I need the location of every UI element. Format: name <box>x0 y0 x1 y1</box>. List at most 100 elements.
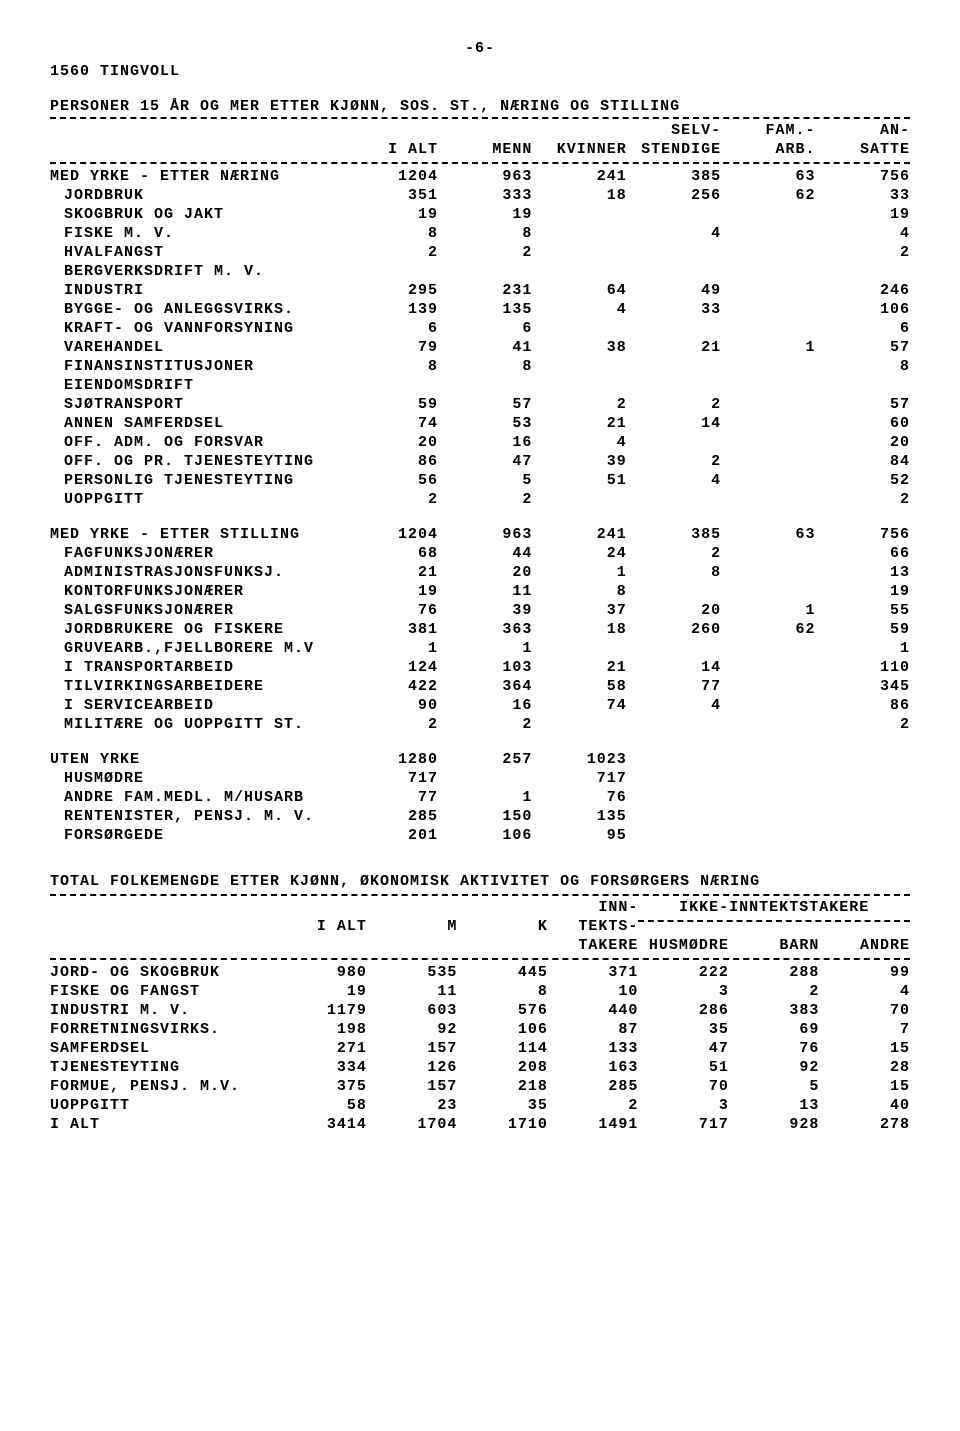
cell: 57 <box>816 338 910 357</box>
cell: 4 <box>819 982 910 1001</box>
cell: 3 <box>638 1096 729 1115</box>
cell: 980 <box>276 963 367 982</box>
table-row: MILITÆRE OG UOPPGITT ST.222 <box>50 715 910 734</box>
cell: 385 <box>627 167 721 186</box>
cell: 2 <box>438 243 532 262</box>
cell: 1 <box>816 639 910 658</box>
cell: 59 <box>816 620 910 639</box>
divider <box>638 920 910 922</box>
cell: 86 <box>344 452 438 471</box>
cell <box>816 769 910 788</box>
cell: 11 <box>438 582 532 601</box>
cell: 150 <box>438 807 532 826</box>
cell: 139 <box>344 300 438 319</box>
cell: 3 <box>638 982 729 1001</box>
cell: 288 <box>729 963 820 982</box>
table-row: BYGGE- OG ANLEGGSVIRKS.139135433106 <box>50 300 910 319</box>
cell: 19 <box>344 582 438 601</box>
cell: 1179 <box>276 1001 367 1020</box>
page-number: -6- <box>50 40 910 57</box>
cell: 756 <box>816 167 910 186</box>
row-label: MILITÆRE OG UOPPGITT ST. <box>50 715 344 734</box>
col-header: AN- <box>816 121 910 140</box>
cell <box>627 490 721 509</box>
cell: 19 <box>344 205 438 224</box>
cell: 21 <box>627 338 721 357</box>
cell: 19 <box>816 205 910 224</box>
table-row: UOPPGITT582335231340 <box>50 1096 910 1115</box>
col-header: I ALT <box>344 140 438 159</box>
cell: 1 <box>438 639 532 658</box>
cell <box>627 750 721 769</box>
cell: 11 <box>367 982 458 1001</box>
table-row: SALGSFUNKSJONÆRER76393720155 <box>50 601 910 620</box>
cell: 44 <box>438 544 532 563</box>
cell <box>721 788 815 807</box>
cell: 106 <box>457 1020 548 1039</box>
cell: 63 <box>721 167 815 186</box>
cell: 2 <box>438 715 532 734</box>
row-label: FISKE M. V. <box>50 224 344 243</box>
cell <box>816 262 910 281</box>
cell <box>627 826 721 845</box>
cell: 1204 <box>344 167 438 186</box>
cell: 76 <box>729 1039 820 1058</box>
table1: SELV-FAM.-AN-I ALTMENNKVINNERSTENDIGEARB… <box>50 121 910 845</box>
row-label: FISKE OG FANGST <box>50 982 276 1001</box>
cell <box>627 788 721 807</box>
cell: 231 <box>438 281 532 300</box>
cell: 69 <box>729 1020 820 1039</box>
row-label: MED YRKE - ETTER STILLING <box>50 525 344 544</box>
cell: 90 <box>344 696 438 715</box>
table-row: JORDBRUKERE OG FISKERE381363182606259 <box>50 620 910 639</box>
divider <box>50 162 910 164</box>
row-label: BERGVERKSDRIFT M. V. <box>50 262 344 281</box>
cell: 445 <box>457 963 548 982</box>
cell: 74 <box>532 696 626 715</box>
cell: 256 <box>627 186 721 205</box>
cell: 1023 <box>532 750 626 769</box>
cell: 198 <box>276 1020 367 1039</box>
cell: 52 <box>816 471 910 490</box>
cell: 535 <box>367 963 458 982</box>
cell: 385 <box>627 525 721 544</box>
cell: 39 <box>438 601 532 620</box>
cell: 1204 <box>344 525 438 544</box>
cell: 2 <box>627 452 721 471</box>
cell: 37 <box>532 601 626 620</box>
cell: 1 <box>721 601 815 620</box>
cell: 13 <box>816 563 910 582</box>
cell: 285 <box>344 807 438 826</box>
cell: 64 <box>532 281 626 300</box>
cell: 68 <box>344 544 438 563</box>
cell: 222 <box>638 963 729 982</box>
cell <box>438 769 532 788</box>
cell: 5 <box>438 471 532 490</box>
cell: 126 <box>367 1058 458 1077</box>
cell: 2 <box>729 982 820 1001</box>
cell: 2 <box>627 544 721 563</box>
cell: 8 <box>816 357 910 376</box>
col-header: TEKTS- <box>548 917 639 936</box>
row-label: KRAFT- OG VANNFORSYNING <box>50 319 344 338</box>
cell: 24 <box>532 544 626 563</box>
row-label: RENTENISTER, PENSJ. M. V. <box>50 807 344 826</box>
cell: 345 <box>816 677 910 696</box>
table-row: MED YRKE - ETTER NÆRING12049632413856375… <box>50 167 910 186</box>
cell: 10 <box>548 982 639 1001</box>
cell: 963 <box>438 525 532 544</box>
cell: 60 <box>816 414 910 433</box>
col-header: INN- <box>548 898 639 917</box>
cell: 16 <box>438 696 532 715</box>
cell: 133 <box>548 1039 639 1058</box>
col-header: HUSMØDRE <box>638 936 729 955</box>
row-label: JORDBRUKERE OG FISKERE <box>50 620 344 639</box>
row-label: INDUSTRI M. V. <box>50 1001 276 1020</box>
row-label: I SERVICEARBEID <box>50 696 344 715</box>
row-label: ANDRE FAM.MEDL. M/HUSARB <box>50 788 344 807</box>
cell: 285 <box>548 1077 639 1096</box>
cell: 77 <box>627 677 721 696</box>
cell: 241 <box>532 525 626 544</box>
cell: 33 <box>627 300 721 319</box>
cell <box>721 750 815 769</box>
